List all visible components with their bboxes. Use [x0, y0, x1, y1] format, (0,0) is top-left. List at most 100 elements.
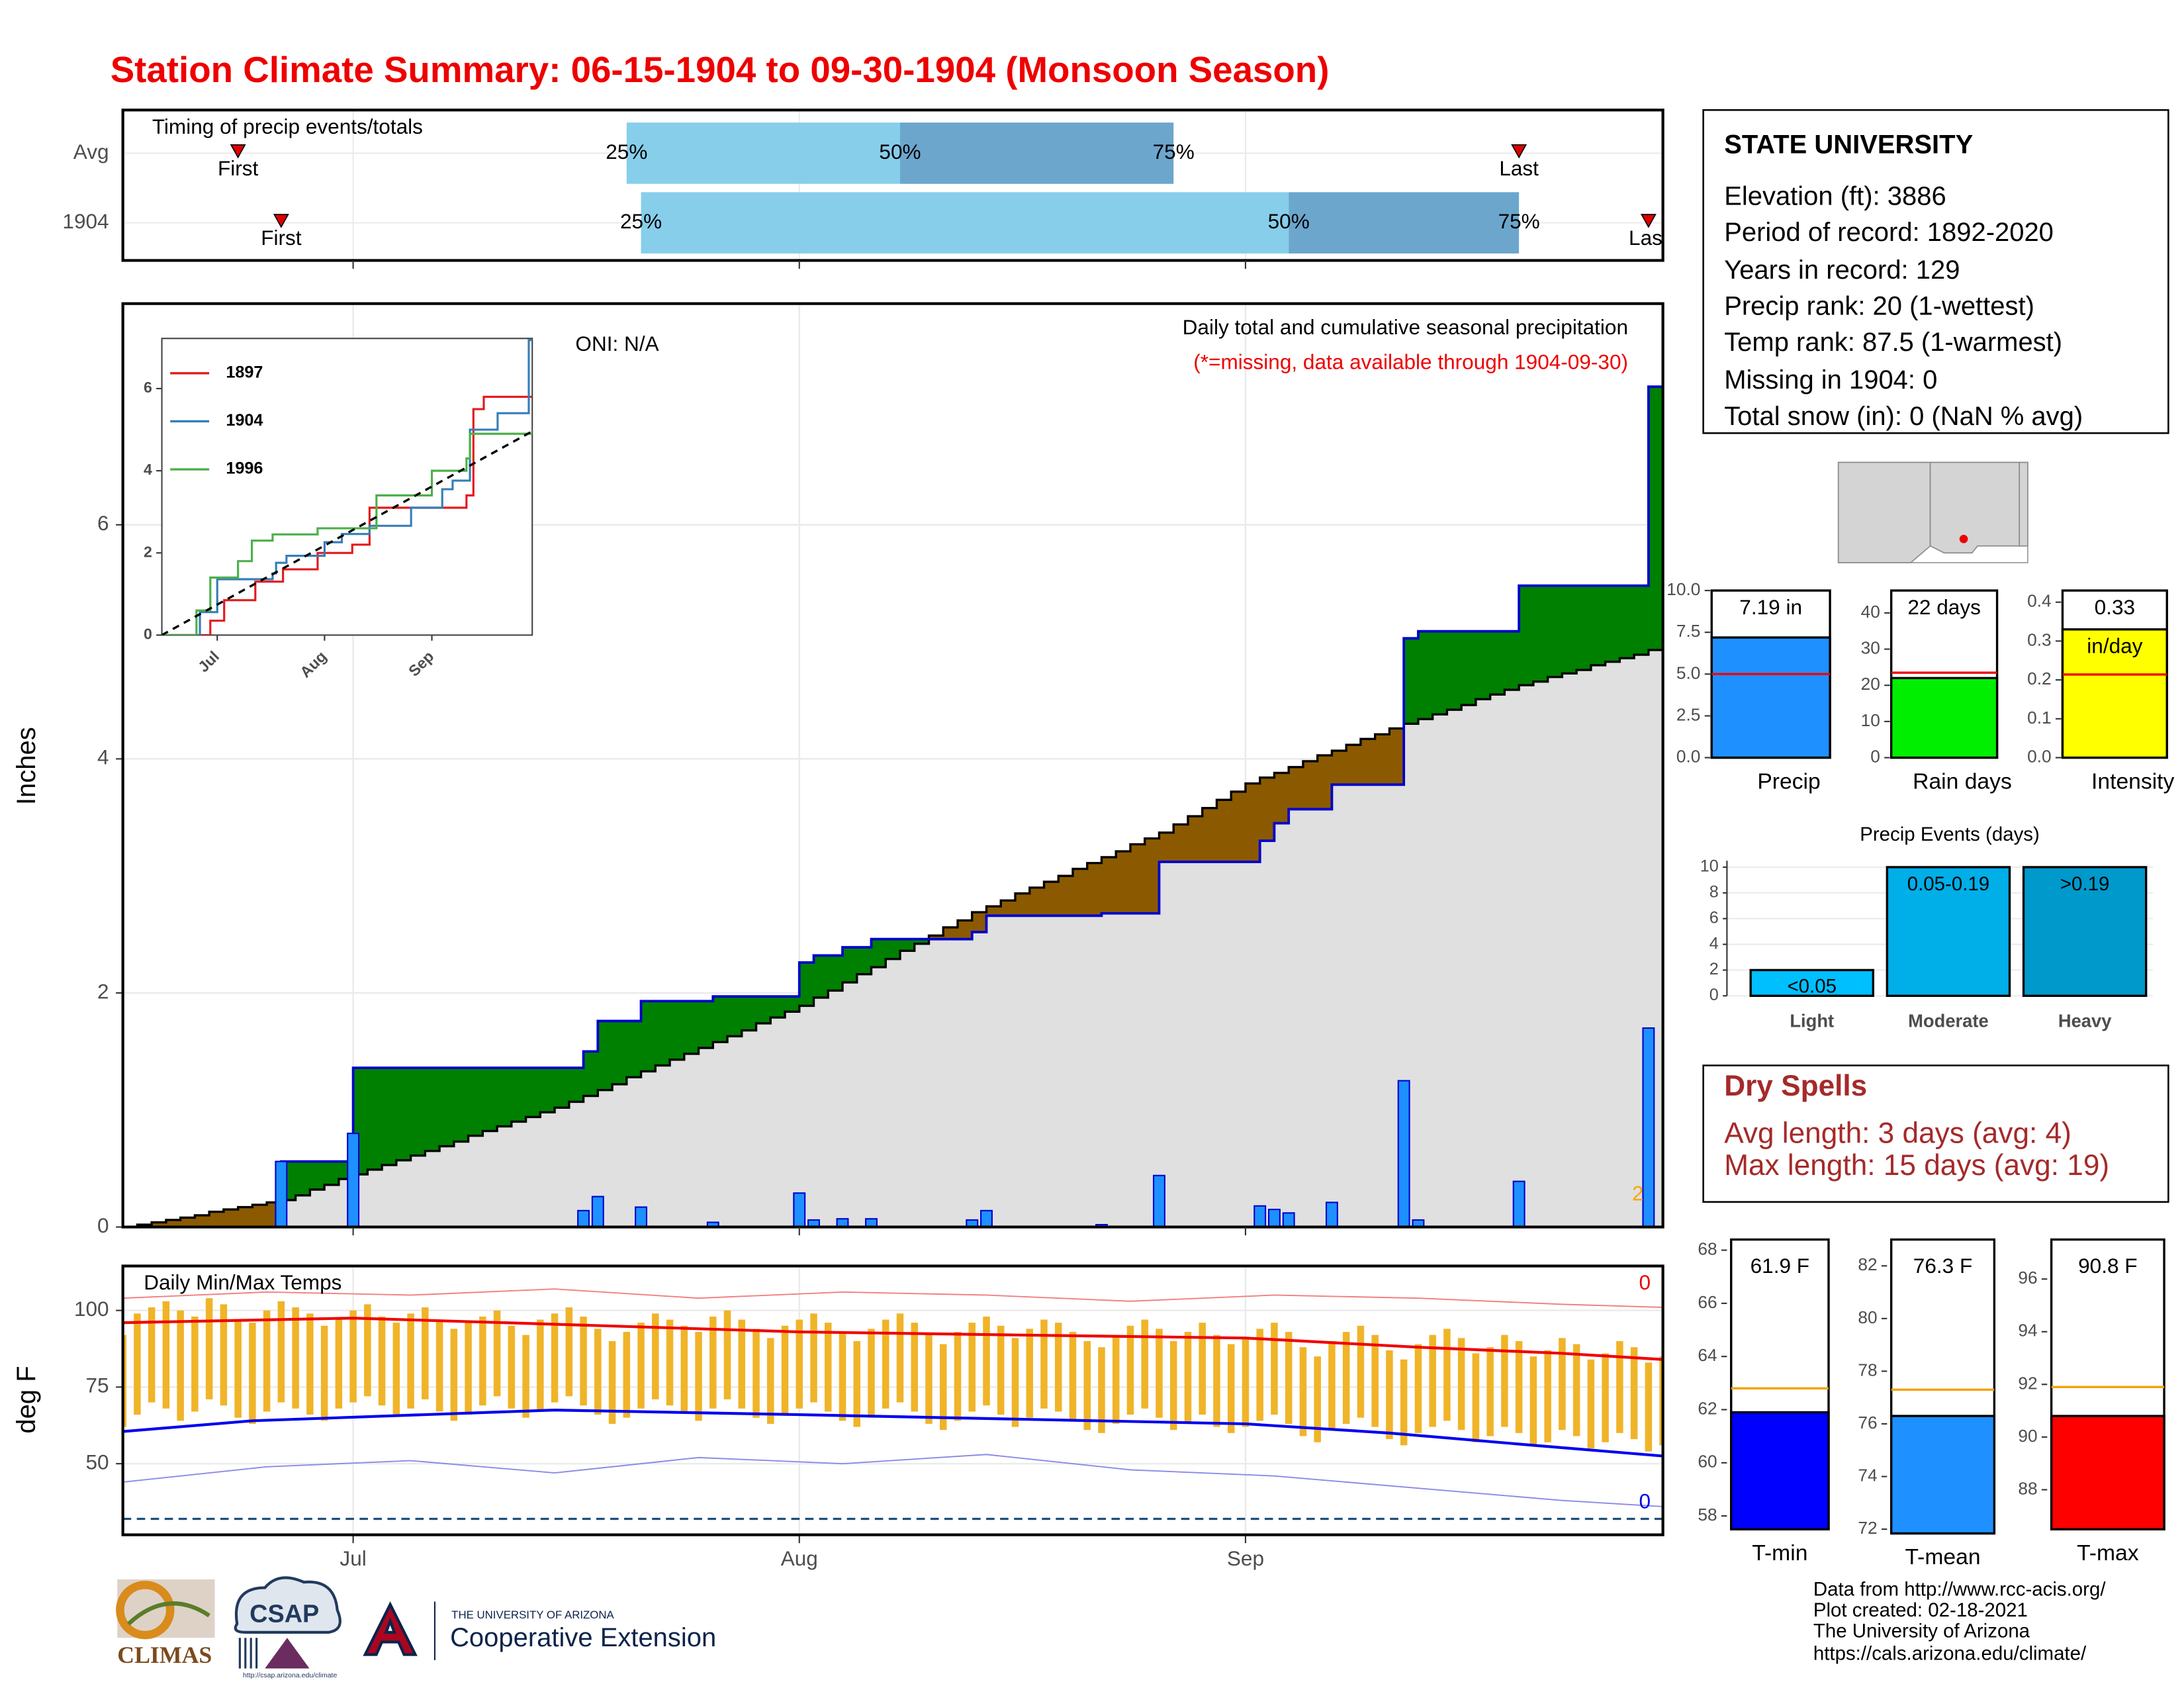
- daily-bar: [1282, 1212, 1295, 1227]
- temp-bar: [1011, 1338, 1019, 1427]
- value-label: 76.3 F: [1913, 1254, 1972, 1278]
- temp-bar: [565, 1307, 573, 1397]
- surplus-area: [1605, 585, 1621, 662]
- inset-plot: [161, 339, 533, 635]
- deficit-area: [1187, 816, 1203, 862]
- surplus-area: [1663, 387, 1678, 646]
- cumulative-base: [583, 1096, 599, 1227]
- x-tick-label: Aug: [781, 1546, 818, 1570]
- surplus-area: [914, 939, 930, 944]
- surplus-area: [684, 1001, 700, 1054]
- temp-bar: [1256, 1329, 1263, 1421]
- deficit-area: [152, 1222, 167, 1227]
- cumulative-base: [1663, 647, 1678, 1227]
- y-axis-label: deg F: [12, 1366, 41, 1433]
- y-tick-label: 6: [97, 511, 109, 535]
- ua-logo: [363, 1601, 418, 1656]
- temp-bar: [407, 1313, 414, 1409]
- y-tick-label: 2: [97, 979, 109, 1003]
- quartile-bar: [626, 122, 901, 184]
- cumulative-base: [828, 990, 844, 1227]
- surplus-area: [886, 939, 901, 959]
- legend-label: 1904: [226, 411, 263, 430]
- csap-mountain: [265, 1638, 310, 1669]
- temp-bar: [1156, 1329, 1163, 1418]
- temp-bar: [465, 1323, 472, 1415]
- event-label: Last: [1499, 156, 1539, 180]
- cumulative-base: [856, 974, 872, 1227]
- temp-bar: [1400, 1359, 1408, 1446]
- temp-bar: [1645, 1362, 1653, 1452]
- cumulative-base: [1504, 690, 1520, 1227]
- cumulative-base: [525, 1117, 541, 1227]
- value-label: 22 days: [1907, 595, 1981, 619]
- y-tick-label: 10: [1861, 710, 1880, 730]
- surplus-area: [842, 947, 858, 983]
- station-line: Total snow (in): 0 (NaN % avg): [1724, 402, 2083, 431]
- event-bar: [1749, 968, 1875, 998]
- temp-bar: [911, 1323, 919, 1412]
- temp-bar: [306, 1313, 314, 1415]
- cumulative-base: [425, 1150, 441, 1227]
- cumulative-base: [900, 951, 915, 1227]
- cumulative-base: [1461, 705, 1477, 1227]
- cumulative-base: [367, 1169, 383, 1227]
- y-tick-label: 20: [1861, 674, 1880, 694]
- temp-bar: [1587, 1359, 1595, 1448]
- cumulative-base: [1533, 681, 1549, 1227]
- x-tick-label: Rain days: [1913, 769, 2012, 794]
- cumulative-base: [1490, 694, 1506, 1227]
- cumulative-base: [670, 1059, 685, 1227]
- panel-frame: [121, 302, 1664, 1229]
- y-tick-label: 40: [1861, 602, 1880, 622]
- daily-bar: [1267, 1209, 1281, 1227]
- annotation: Daily total and cumulative seasonal prec…: [1183, 315, 1628, 339]
- temp-bar: [1357, 1325, 1365, 1418]
- daily-bar: [1253, 1205, 1267, 1227]
- daily-bar: [347, 1133, 360, 1227]
- temp-bar: [335, 1319, 343, 1409]
- temp-bar: [1429, 1335, 1436, 1427]
- cumulative-base: [929, 939, 944, 1227]
- cumulative-base: [1317, 809, 1333, 1227]
- x-tick-label: Light: [1790, 1011, 1834, 1031]
- station-line: Elevation (ft): 3886: [1724, 181, 1946, 211]
- surplus-area: [1490, 631, 1506, 695]
- cumulative-line: [122, 385, 1663, 1227]
- temp-bar: [1069, 1332, 1077, 1421]
- cumulative-base: [1447, 710, 1463, 1227]
- y-tick-label: 0.1: [2027, 708, 2052, 727]
- temp-bar: [1213, 1335, 1220, 1427]
- temp-bar: [1098, 1347, 1105, 1433]
- cumulative-base: [1519, 685, 1534, 1227]
- surplus-area: [310, 1161, 326, 1190]
- temp-bar: [1040, 1319, 1048, 1409]
- cumulative-base: [1418, 719, 1433, 1227]
- cumulative-base: [1159, 861, 1175, 1227]
- surplus-area: [756, 996, 772, 1023]
- temp-bar: [205, 1298, 213, 1399]
- flag-count: 2: [1632, 1182, 1644, 1205]
- map-state: [1929, 461, 2021, 554]
- y-tick-label: 0: [1870, 746, 1880, 766]
- record-high-count: 0: [1639, 1270, 1651, 1294]
- cumulative-base: [799, 1006, 815, 1227]
- cumulative-base: [1475, 699, 1491, 1227]
- cumulative-base: [986, 915, 1002, 1227]
- map-state: [1837, 461, 1931, 563]
- map-state: [2019, 461, 2028, 547]
- surplus-area: [1590, 585, 1606, 665]
- temp-bar: [623, 1332, 631, 1418]
- cumulative-base: [1432, 714, 1448, 1227]
- cumulative-base: [641, 1071, 657, 1227]
- temp-bar: [608, 1340, 616, 1424]
- quartile-label: 25%: [620, 209, 662, 233]
- temp-bar: [1271, 1323, 1278, 1415]
- cumulative-base: [655, 1065, 671, 1227]
- daily-bar: [577, 1209, 590, 1227]
- surplus-area: [900, 939, 915, 951]
- x-tick-label: Intensity: [2091, 769, 2175, 794]
- deficit-area: [1332, 751, 1347, 785]
- avg-max-line: [122, 1317, 1663, 1361]
